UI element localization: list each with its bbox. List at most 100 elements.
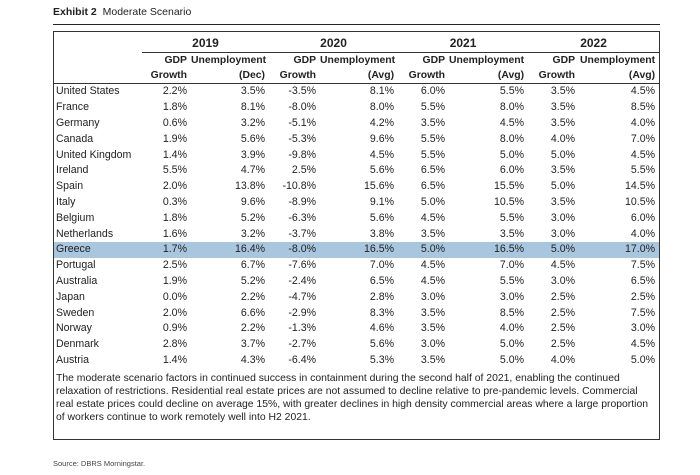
unemployment-cell: 5.3% xyxy=(369,353,395,366)
country-cell: Ireland xyxy=(56,164,89,177)
gdp-growth-cell: 1.8% xyxy=(162,101,187,114)
year-header: 2021 xyxy=(398,34,529,53)
gdp-growth-cell: 3.0% xyxy=(550,211,576,224)
gdp-growth-cell: 5.5% xyxy=(162,164,187,177)
country-cell: Australia xyxy=(56,274,98,287)
unemployment-cell: 15.5% xyxy=(494,180,525,193)
unemployment-cell: 10.5% xyxy=(494,195,525,208)
table-body: United States 2.2% 3.5% -3.5% 8.1% 6.0% 5.5% 3.… xyxy=(54,84,660,369)
gdp-growth-cell: 1.9% xyxy=(162,132,187,145)
unemployment-cell: 5.5% xyxy=(499,85,525,98)
table-row: Denmark 2.8% 3.7% -2.7% 5.6% 3.0% 5.0% 2.5% 4.5% xyxy=(54,337,659,353)
gdp-growth-cell: 4.5% xyxy=(420,211,446,224)
unemployment-header: Unemployment xyxy=(449,55,525,66)
table-row: France 1.8% 8.1% -8.0% 8.0% 5.5% 8.0% 3.5% 8.5% xyxy=(54,100,659,116)
metric-header-row-1: GDP Unemployment GDP Unemployment GDP Un… xyxy=(54,53,659,69)
gdp-growth-cell: 6.5% xyxy=(420,164,446,177)
exhibit-title: Exhibit 2 Moderate Scenario xyxy=(53,6,191,18)
gdp-growth-cell: -5.1% xyxy=(288,116,317,129)
gdp-growth-cell: 3.5% xyxy=(550,85,576,98)
gdp-header: GDP xyxy=(164,55,187,66)
unemployment-cell: 10.5% xyxy=(625,195,656,208)
gdp-growth-cell: 2.5% xyxy=(550,290,576,303)
unemployment-cell: 8.5% xyxy=(499,306,525,319)
table-row: Italy 0.3% 9.6% -8.9% 9.1% 5.0% 10.5% 3.5% 10.5% xyxy=(54,195,659,211)
gdp-growth-cell: -1.3% xyxy=(288,322,317,335)
gdp-growth-cell: 4.5% xyxy=(420,259,446,272)
top-rule xyxy=(53,24,660,25)
unemployment-cell: 6.5% xyxy=(630,274,656,287)
unemployment-cell: 5.5% xyxy=(499,274,525,287)
country-cell: France xyxy=(56,101,89,114)
gdp-growth-cell: 4.0% xyxy=(550,132,576,145)
country-cell: Canada xyxy=(56,132,94,145)
unemployment-cell: 3.5% xyxy=(499,227,525,240)
unemployment-cell: 5.0% xyxy=(630,353,656,366)
unemployment-cell: 6.6% xyxy=(240,306,266,319)
table-row: Ireland 5.5% 4.7% 2.5% 5.6% 6.5% 6.0% 3.5% 5.5% xyxy=(54,163,659,179)
country-cell: Sweden xyxy=(56,306,95,319)
gdp-growth-cell: 3.5% xyxy=(420,322,446,335)
gdp-growth-cell: 3.5% xyxy=(420,116,446,129)
table-row: Austria 1.4% 4.3% -6.4% 5.3% 3.5% 5.0% 4.0% 5.0% xyxy=(54,353,659,369)
table-row: United States 2.2% 3.5% -3.5% 8.1% 6.0% 5.5% 3.… xyxy=(54,84,659,100)
gdp-growth-cell: 5.5% xyxy=(420,148,446,161)
unemployment-cell: 4.3% xyxy=(240,353,266,366)
gdp-growth-cell: 2.5% xyxy=(291,164,317,177)
unemployment-cell: 4.7% xyxy=(240,164,266,177)
unemployment-cell: 4.0% xyxy=(499,322,525,335)
unemployment-cell: 4.5% xyxy=(630,338,656,351)
gdp-header: GDP xyxy=(422,55,446,66)
gdp-growth-cell: 5.0% xyxy=(550,148,576,161)
unemployment-cell: 7.0% xyxy=(369,259,395,272)
unemployment-cell: 6.7% xyxy=(240,259,266,272)
gdp-growth-cell: 5.5% xyxy=(420,132,446,145)
unemployment-subheader: (Avg) xyxy=(579,68,660,84)
unemployment-cell: 4.5% xyxy=(369,148,395,161)
table-row: Sweden 2.0% 6.6% -2.9% 8.3% 3.5% 8.5% 2.5% 7.5% xyxy=(54,305,659,321)
gdp-growth-cell: 3.0% xyxy=(550,227,576,240)
table-row: United Kingdom 1.4% 3.9% -9.8% 4.5% 5.5% 5.0% 5… xyxy=(54,147,659,163)
table-row: Greece 1.7% 16.4% -8.0% 16.5% 5.0% 16.5% 5.0% 17… xyxy=(54,241,660,258)
unemployment-cell: 7.0% xyxy=(630,132,656,145)
gdp-growth-cell: 2.5% xyxy=(550,306,576,319)
unemployment-cell: 9.6% xyxy=(240,195,266,208)
country-cell: Portugal xyxy=(56,259,96,272)
gdp-growth-cell: 2.8% xyxy=(162,338,187,351)
gdp-growth-cell: 3.0% xyxy=(550,274,576,287)
gdp-growth-cell: 1.7% xyxy=(142,241,191,258)
unemployment-cell: 14.5% xyxy=(625,180,656,193)
unemployment-cell: 17.0% xyxy=(579,241,660,258)
unemployment-cell: 3.9% xyxy=(240,148,266,161)
source-note: Source: DBRS Morningstar. xyxy=(53,459,146,468)
unemployment-cell: 6.0% xyxy=(499,164,525,177)
unemployment-cell: 5.5% xyxy=(499,211,525,224)
gdp-growth-cell: 0.6% xyxy=(162,116,187,129)
unemployment-cell: 2.5% xyxy=(630,290,656,303)
unemployment-cell: 16.5% xyxy=(320,241,399,258)
table-row: Spain 2.0% 13.8% -10.8% 15.6% 6.5% 15.5% 5.0% 14… xyxy=(54,179,659,195)
gdp-growth-cell: 0.0% xyxy=(162,290,187,303)
unemployment-subheader: (Avg) xyxy=(449,68,529,84)
unemployment-cell: 3.5% xyxy=(240,85,266,98)
country-cell: United States xyxy=(56,85,120,98)
unemployment-cell: 5.6% xyxy=(240,132,266,145)
unemployment-cell: 4.0% xyxy=(630,227,656,240)
gdp-growth-cell: 1.4% xyxy=(162,148,187,161)
gdp-growth-cell: 4.5% xyxy=(550,259,576,272)
unemployment-cell: 4.5% xyxy=(499,116,525,129)
gdp-growth-cell: -2.7% xyxy=(288,338,317,351)
gdp-growth-cell: 2.5% xyxy=(162,259,187,272)
country-cell: Spain xyxy=(56,180,84,193)
gdp-growth-cell: 2.5% xyxy=(550,322,576,335)
country-cell: United Kingdom xyxy=(56,148,132,161)
unemployment-cell: 8.3% xyxy=(369,306,395,319)
unemployment-cell: 8.1% xyxy=(240,101,266,114)
unemployment-subheader: (Avg) xyxy=(320,68,399,84)
unemployment-cell: 13.8% xyxy=(234,180,266,193)
gdp-subheader: Growth xyxy=(142,68,191,84)
unemployment-cell: 2.2% xyxy=(240,290,266,303)
unemployment-cell: 8.5% xyxy=(630,101,656,114)
gdp-growth-cell: 3.5% xyxy=(550,164,576,177)
gdp-growth-cell: 5.0% xyxy=(528,241,580,258)
